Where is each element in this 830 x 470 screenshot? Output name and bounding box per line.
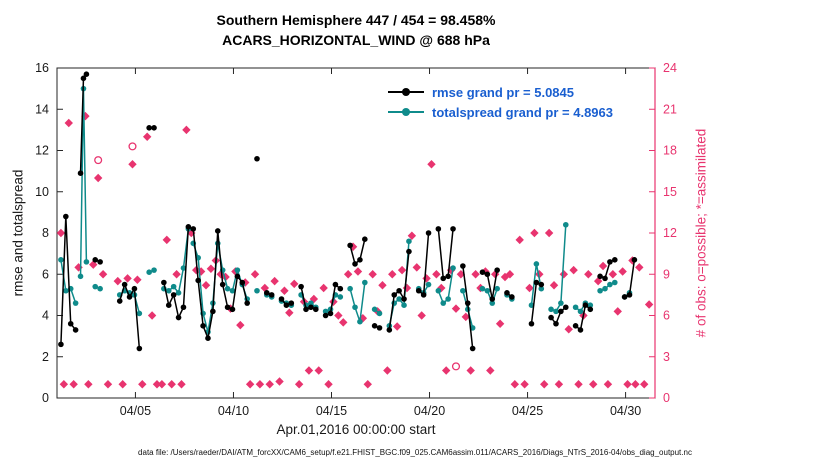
totalspread-line-marker-swatch [388, 102, 424, 122]
svg-text:4: 4 [42, 309, 49, 323]
legend-label-totalspread: totalspread grand pr = 4.8963 [432, 104, 613, 120]
left-y-axis-label: rmse and totalspread [10, 169, 26, 297]
svg-text:10: 10 [35, 185, 49, 199]
chart-title: Southern Hemisphere 447 / 454 = 98.458% [216, 12, 496, 28]
right-axis-ticks: 0 3 6 9 12 15 18 21 24 [649, 61, 677, 405]
totalspread-series [58, 85, 633, 335]
svg-text:2: 2 [42, 350, 49, 364]
svg-text:9: 9 [663, 267, 670, 281]
legend-label-rmse: rmse grand pr = 5.0845 [432, 84, 574, 100]
svg-text:04/10: 04/10 [218, 404, 249, 418]
right-y-axis-label: # of obs: o=possible; *=assimilated [693, 128, 709, 338]
svg-text:14: 14 [35, 102, 49, 116]
svg-text:6: 6 [42, 267, 49, 281]
svg-text:15: 15 [663, 185, 677, 199]
svg-text:0: 0 [663, 391, 670, 405]
rmse-line-marker-swatch [388, 82, 424, 102]
svg-text:04/20: 04/20 [414, 404, 445, 418]
svg-text:24: 24 [663, 61, 677, 75]
svg-text:8: 8 [42, 226, 49, 240]
svg-text:12: 12 [35, 144, 49, 158]
legend-item-rmse: rmse grand pr = 5.0845 [388, 82, 613, 102]
svg-text:18: 18 [663, 144, 677, 158]
svg-text:21: 21 [663, 102, 677, 116]
left-axis-ticks: 0 2 4 6 8 10 12 14 16 [35, 61, 63, 405]
rmse-series [58, 71, 638, 352]
x-axis-label: Apr.01,2016 00:00:00 start [276, 422, 436, 437]
observations-possible-markers [94, 142, 461, 371]
rmse-dot-icon [402, 88, 410, 96]
title-block: Southern Hemisphere 447 / 454 = 98.458% … [57, 10, 655, 50]
x-axis-ticks: 04/05 04/10 04/15 04/20 04/25 04/30 [120, 68, 641, 418]
svg-text:12: 12 [663, 226, 677, 240]
svg-text:04/25: 04/25 [512, 404, 543, 418]
legend-item-totalspread: totalspread grand pr = 4.8963 [388, 102, 613, 122]
chart-subtitle: ACARS_HORIZONTAL_WIND @ 688 hPa [222, 32, 490, 48]
svg-text:04/05: 04/05 [120, 404, 151, 418]
svg-text:3: 3 [663, 350, 670, 364]
totalspread-dot-icon [402, 108, 410, 116]
svg-text:0: 0 [42, 391, 49, 405]
svg-text:16: 16 [35, 61, 49, 75]
legend: rmse grand pr = 5.0845 totalspread grand… [388, 82, 613, 122]
svg-text:04/15: 04/15 [316, 404, 347, 418]
data-file-caption: data file: /Users/raeder/DAI/ATM_forcXX/… [138, 448, 692, 457]
svg-text:04/30: 04/30 [610, 404, 641, 418]
svg-text:6: 6 [663, 309, 670, 323]
observations-assimilated-markers [56, 111, 654, 389]
